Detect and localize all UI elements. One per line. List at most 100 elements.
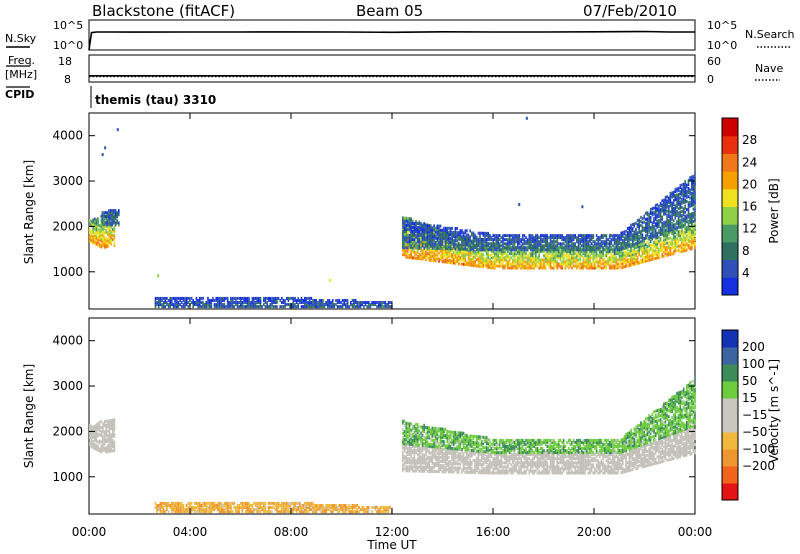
data-cell <box>107 245 109 249</box>
data-cell <box>641 217 644 221</box>
data-cell <box>669 226 672 230</box>
data-cell <box>691 216 693 220</box>
data-cell <box>623 257 626 261</box>
data-cell <box>677 192 680 196</box>
data-cell <box>692 242 695 246</box>
data-cell <box>448 241 450 245</box>
data-cell <box>658 256 660 259</box>
data-cell <box>95 226 98 230</box>
data-cell <box>418 457 421 461</box>
data-cell <box>240 296 242 300</box>
data-cell <box>472 231 475 235</box>
data-cell <box>425 233 427 237</box>
data-cell <box>608 240 611 244</box>
data-cell <box>559 266 562 270</box>
data-cell <box>472 259 475 263</box>
data-cell <box>691 228 693 232</box>
data-cell <box>636 235 639 239</box>
data-cell <box>663 238 665 242</box>
data-cell <box>180 510 183 514</box>
data-cell <box>267 299 270 302</box>
data-cell <box>345 303 347 307</box>
data-cell <box>582 250 585 254</box>
data-cell <box>571 266 573 270</box>
data-cell <box>477 242 480 246</box>
data-cell <box>439 232 442 236</box>
data-cell <box>425 228 427 232</box>
data-cell <box>607 256 609 260</box>
data-cell <box>612 254 614 258</box>
data-cell <box>512 260 514 264</box>
data-cell <box>692 179 695 182</box>
data-cell <box>551 258 554 262</box>
data-cell <box>485 244 488 248</box>
data-cell <box>333 504 336 507</box>
data-cell <box>423 253 425 257</box>
data-cell <box>672 237 675 241</box>
data-cell <box>684 221 686 224</box>
data-cell <box>513 248 516 252</box>
data-cell <box>402 469 404 473</box>
data-cell <box>90 240 93 244</box>
data-cell <box>235 510 237 514</box>
data-cell <box>576 246 578 250</box>
data-cell <box>528 264 531 268</box>
data-cell <box>536 248 539 252</box>
data-cell <box>90 435 93 438</box>
data-cell <box>322 510 324 514</box>
data-cell <box>436 232 439 236</box>
data-cell <box>551 252 554 256</box>
data-cell <box>687 209 690 213</box>
data-cell <box>359 508 362 512</box>
data-cell <box>676 238 678 242</box>
data-cell <box>269 305 272 309</box>
data-cell <box>300 510 303 514</box>
data-cell <box>305 504 308 507</box>
data-cell <box>572 244 575 248</box>
data-cell <box>508 266 511 270</box>
data-cell <box>90 236 93 240</box>
data-cell <box>561 262 563 266</box>
data-cell <box>109 223 112 227</box>
data-cell <box>410 217 412 221</box>
data-cell <box>613 260 616 264</box>
data-cell <box>461 258 463 262</box>
data-cell <box>508 262 511 266</box>
data-cell <box>664 235 667 239</box>
data-cell <box>479 264 481 268</box>
data-cell <box>571 242 573 246</box>
data-cell <box>108 240 111 244</box>
data-cell <box>345 305 347 309</box>
data-cell <box>277 296 280 300</box>
data-cell <box>664 250 667 254</box>
data-cell <box>415 244 417 248</box>
data-cell <box>364 301 367 304</box>
data-cell <box>236 303 239 307</box>
data-cell <box>226 305 229 309</box>
data-cell <box>461 247 463 251</box>
data-cell <box>439 245 442 248</box>
data-cell <box>92 234 94 238</box>
data-cell <box>297 299 299 302</box>
data-cell <box>90 439 93 443</box>
data-cell <box>308 301 311 304</box>
data-cell <box>669 222 672 226</box>
data-cell <box>469 263 471 267</box>
data-cell <box>625 246 627 249</box>
data-cell <box>428 238 430 242</box>
data-cell <box>105 223 107 226</box>
data-cell <box>420 449 422 453</box>
data-cell <box>433 259 435 263</box>
data-cell <box>628 230 631 234</box>
data-cell <box>287 510 290 514</box>
data-cell <box>413 232 416 236</box>
data-cell <box>408 245 411 249</box>
data-cell <box>325 301 327 304</box>
data-cell <box>431 228 434 232</box>
data-cell <box>157 305 160 309</box>
data-cell <box>253 299 255 302</box>
data-cell <box>525 242 527 246</box>
data-cell <box>628 262 631 265</box>
data-cell <box>446 235 448 238</box>
data-cell <box>220 501 222 505</box>
